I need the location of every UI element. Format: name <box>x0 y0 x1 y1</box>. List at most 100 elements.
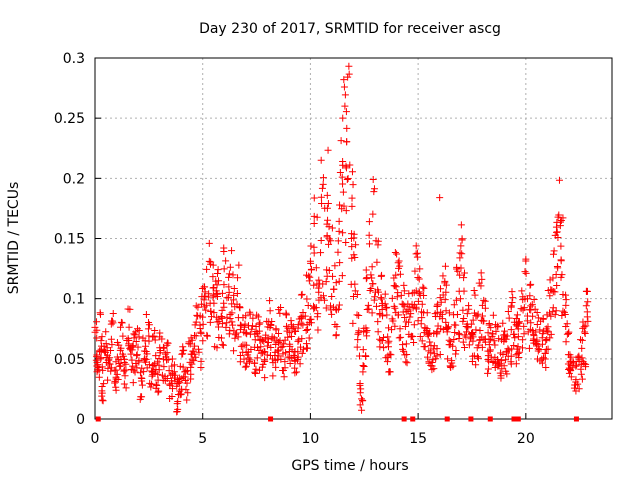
data-point <box>390 302 398 310</box>
x-tick-label: 5 <box>198 431 207 447</box>
data-point <box>232 329 240 337</box>
data-point <box>397 291 405 299</box>
data-point <box>500 362 508 370</box>
chart-title: Day 230 of 2017, SRMTID for receiver asc… <box>199 21 501 37</box>
data-point <box>253 311 261 319</box>
data-point <box>100 342 108 350</box>
data-point <box>444 355 452 363</box>
data-point <box>368 263 376 271</box>
data-point <box>111 366 119 374</box>
data-point <box>499 351 507 359</box>
data-point <box>310 281 318 289</box>
data-point <box>365 305 373 313</box>
data-point <box>388 315 396 323</box>
data-point <box>470 352 478 360</box>
data-point <box>499 319 507 327</box>
data-point <box>449 342 457 350</box>
data-point <box>512 360 520 368</box>
data-point <box>99 366 107 374</box>
data-point <box>104 364 112 372</box>
data-point <box>228 309 236 317</box>
data-point <box>367 284 375 292</box>
data-point <box>300 345 308 353</box>
data-point <box>272 363 280 371</box>
zero-marker <box>401 416 407 422</box>
data-point <box>460 269 468 277</box>
data-point <box>196 324 204 332</box>
x-tick-label: 10 <box>302 431 320 447</box>
data-point <box>362 266 370 274</box>
data-point <box>280 340 288 348</box>
data-point <box>145 319 153 327</box>
data-point <box>233 290 241 298</box>
zero-marker <box>487 416 493 422</box>
data-point <box>525 344 533 352</box>
data-point <box>359 396 367 404</box>
data-point <box>184 389 192 397</box>
data-point <box>336 201 344 209</box>
data-point <box>400 287 408 295</box>
data-point <box>486 346 494 354</box>
data-point <box>527 280 535 288</box>
data-point <box>252 365 260 373</box>
data-point <box>546 309 554 317</box>
data-point <box>522 269 530 277</box>
data-point <box>294 337 302 345</box>
data-point <box>252 322 260 330</box>
data-point <box>391 282 399 290</box>
data-point <box>327 302 335 310</box>
data-point <box>405 318 413 326</box>
data-point <box>476 336 484 344</box>
data-point <box>199 337 207 345</box>
data-point <box>452 350 460 358</box>
data-point <box>236 304 244 312</box>
zero-marker <box>410 416 416 422</box>
data-point <box>228 318 236 326</box>
data-point <box>339 114 347 122</box>
data-point <box>376 343 384 351</box>
data-point <box>267 344 275 352</box>
data-point <box>533 336 541 344</box>
data-point <box>101 348 109 356</box>
data-point <box>582 322 590 330</box>
data-point <box>135 333 143 341</box>
data-point <box>450 321 458 329</box>
data-point <box>484 329 492 337</box>
data-point <box>288 332 296 340</box>
data-point <box>173 382 181 390</box>
data-point <box>541 355 549 363</box>
y-tick-label: 0 <box>76 412 85 428</box>
data-point <box>335 227 343 235</box>
data-point <box>222 323 230 331</box>
data-point <box>105 356 113 364</box>
data-point <box>113 370 121 378</box>
data-point <box>526 292 534 300</box>
data-point <box>538 340 546 348</box>
data-point <box>512 315 520 323</box>
data-point <box>142 355 150 363</box>
data-point <box>343 124 351 132</box>
data-point <box>480 296 488 304</box>
data-point <box>328 224 336 232</box>
data-point <box>433 345 441 353</box>
data-point <box>544 323 552 331</box>
data-point <box>421 343 429 351</box>
data-point <box>210 299 218 307</box>
data-point <box>509 294 517 302</box>
data-point <box>218 289 226 297</box>
data-point <box>209 293 217 301</box>
data-point <box>507 303 515 311</box>
data-point <box>401 322 409 330</box>
data-point <box>318 199 326 207</box>
data-point <box>109 317 117 325</box>
data-point <box>493 355 501 363</box>
data-point <box>338 272 346 280</box>
data-point <box>112 383 120 391</box>
data-point <box>147 383 155 391</box>
data-point <box>377 294 385 302</box>
data-point <box>176 379 184 387</box>
data-point <box>234 333 242 341</box>
data-point <box>582 302 590 310</box>
data-point <box>378 295 386 303</box>
data-point <box>260 348 268 356</box>
